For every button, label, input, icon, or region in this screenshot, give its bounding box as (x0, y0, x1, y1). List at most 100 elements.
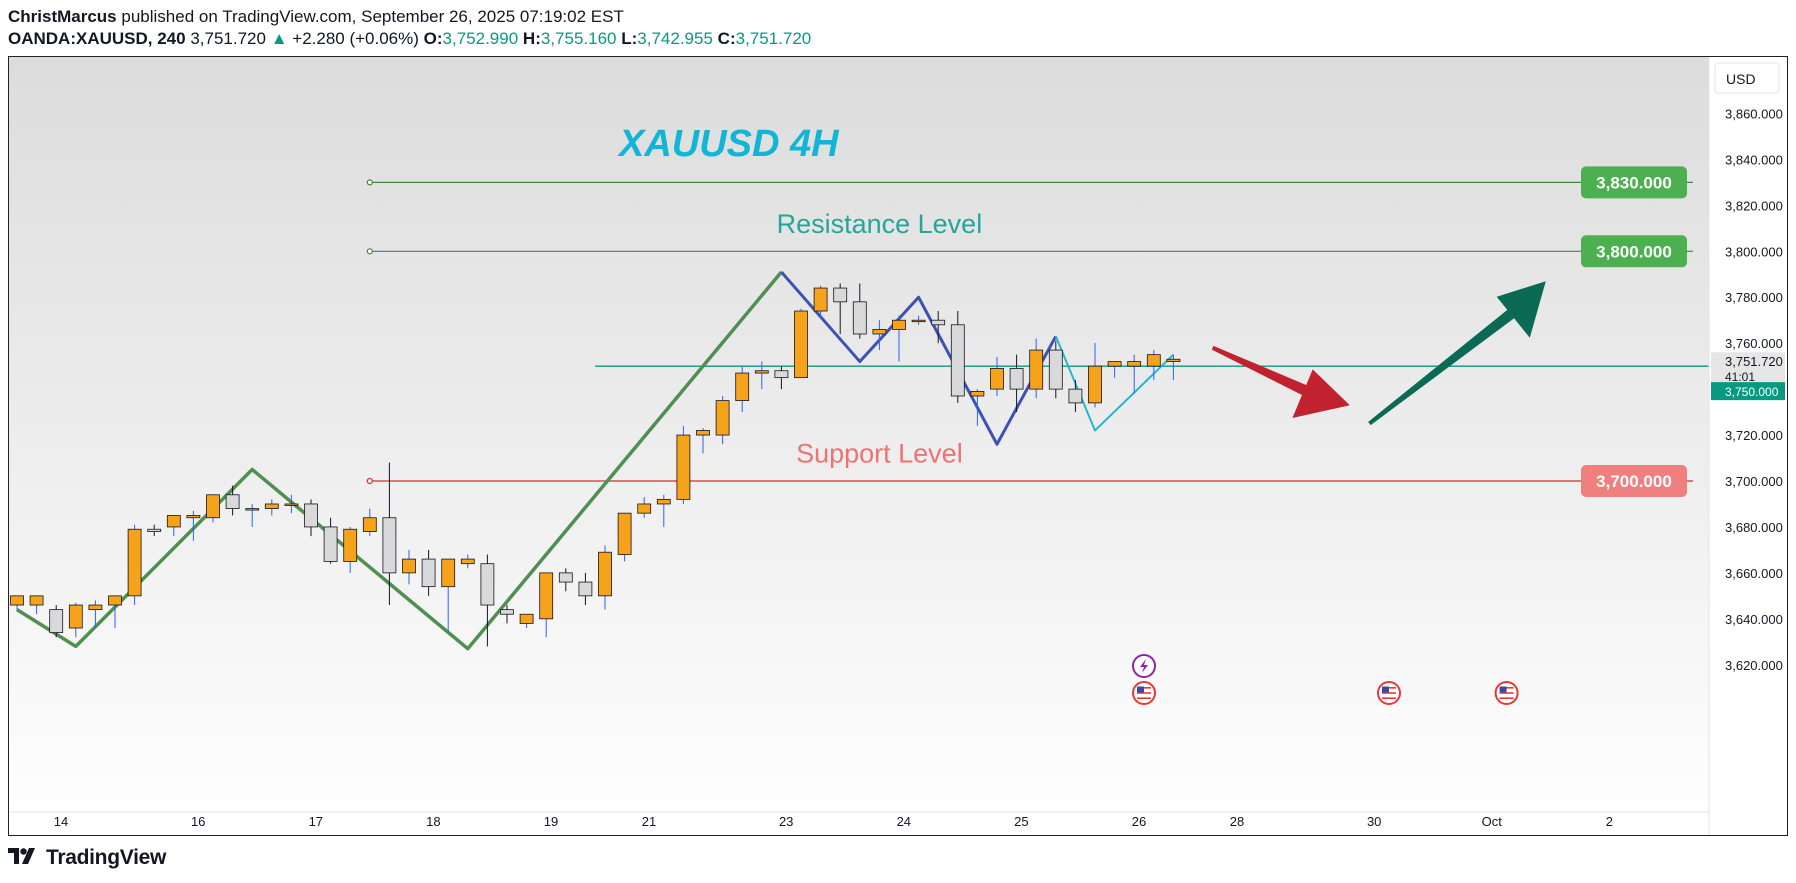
level-3800-anchor[interactable] (366, 248, 373, 255)
candle-body (735, 372, 750, 402)
y-tick-label: 3,800.000 (1725, 244, 1783, 259)
candle[interactable] (10, 595, 24, 610)
candle[interactable] (1107, 361, 1122, 378)
us-flag-icon[interactable] (1377, 681, 1401, 705)
candle[interactable] (1029, 338, 1044, 399)
candle[interactable] (362, 508, 377, 537)
y-tick-label: 3,720.000 (1725, 428, 1783, 443)
level-3830-anchor[interactable] (366, 179, 373, 186)
candle[interactable] (539, 572, 554, 638)
candle[interactable] (1068, 379, 1083, 413)
candle[interactable] (304, 499, 318, 537)
candle[interactable] (382, 462, 397, 606)
candle[interactable] (225, 485, 240, 516)
author-name[interactable]: ChristMarcus (8, 7, 117, 26)
candle[interactable] (617, 512, 632, 562)
cyan-pattern-zigzag[interactable] (1054, 335, 1175, 432)
green-line-price-label: 3,750.000 (1725, 385, 1779, 399)
candle-body (1048, 349, 1063, 390)
high-value: 3,755.160 (540, 29, 617, 48)
candle-body (480, 563, 495, 606)
candle[interactable] (441, 558, 456, 633)
x-tick-label: 16 (191, 814, 205, 829)
candle[interactable] (990, 356, 1004, 397)
candle[interactable] (852, 283, 867, 339)
currency-button[interactable]: USD (1714, 62, 1780, 94)
candle[interactable] (794, 308, 808, 379)
candle[interactable] (127, 524, 142, 606)
candle[interactable] (598, 545, 612, 610)
candle-body (656, 498, 671, 505)
candle[interactable] (578, 572, 593, 606)
candle[interactable] (970, 389, 985, 426)
candle[interactable] (676, 425, 691, 504)
candle[interactable] (872, 320, 887, 351)
level-3700-anchor[interactable] (366, 477, 373, 485)
candle[interactable] (1166, 354, 1181, 380)
candle[interactable] (774, 366, 789, 390)
candle[interactable] (558, 568, 573, 592)
candle-body (1009, 368, 1024, 390)
candle-body (1166, 358, 1181, 362)
candle[interactable] (147, 524, 162, 537)
us-flag-icon[interactable] (1132, 681, 1156, 705)
candle[interactable] (833, 283, 848, 334)
chart-frame[interactable]: 3,830.000 3,800.000 3,700.000 Resistance Le… (8, 56, 1788, 836)
level-3800-label: 3,800.000 (1596, 242, 1672, 261)
candle[interactable] (500, 605, 514, 624)
candle[interactable] (323, 517, 338, 564)
tradingview-footer: TradingView (8, 846, 166, 870)
candle[interactable] (186, 510, 201, 541)
candle[interactable] (166, 515, 181, 537)
y-tick-label: 3,700.000 (1725, 474, 1783, 489)
candle-body (1029, 349, 1044, 390)
candle[interactable] (284, 494, 299, 514)
open-value: 3,752.990 (442, 29, 519, 48)
candle[interactable] (1127, 354, 1142, 394)
candle[interactable] (460, 554, 475, 569)
price-chart[interactable]: 3,830.000 3,800.000 3,700.000 Resistance Le… (9, 57, 1787, 835)
candle[interactable] (696, 428, 710, 454)
candle[interactable] (402, 549, 416, 585)
candle[interactable] (480, 554, 495, 647)
candle[interactable] (245, 503, 260, 527)
candle[interactable] (49, 605, 64, 638)
chart-title: XAUUSD 4H (617, 123, 840, 165)
candle[interactable] (735, 366, 750, 413)
candle[interactable] (754, 361, 769, 390)
y-tick-label: 3,640.000 (1725, 612, 1783, 627)
candle[interactable] (892, 315, 906, 362)
flash-icon[interactable] (1132, 654, 1156, 678)
candle[interactable] (108, 595, 122, 629)
us-flag-icon[interactable] (1494, 681, 1519, 705)
candle[interactable] (1088, 343, 1102, 408)
candle-body (1127, 361, 1142, 367)
candle[interactable] (637, 497, 652, 518)
candle-body (715, 400, 730, 436)
candle[interactable] (29, 595, 44, 615)
down-arrow[interactable] (1211, 345, 1350, 418)
x-tick-label: Oct (1482, 814, 1503, 829)
candle[interactable] (68, 602, 83, 638)
candle[interactable] (206, 494, 220, 523)
candle[interactable] (813, 285, 828, 318)
open-label: O: (423, 29, 443, 48)
candle[interactable] (519, 613, 534, 629)
candle[interactable] (1146, 350, 1161, 380)
up-arrow[interactable] (1368, 281, 1546, 426)
candle[interactable] (1048, 340, 1063, 399)
candle-body (264, 503, 279, 509)
candle[interactable] (343, 526, 358, 573)
candle-body (186, 515, 201, 519)
candle[interactable] (715, 396, 730, 445)
candle[interactable] (950, 311, 965, 403)
candle[interactable] (264, 499, 279, 516)
symbol-label[interactable]: OANDA:XAUUSD, 240 (8, 29, 186, 48)
candle[interactable] (931, 311, 946, 344)
candle[interactable] (421, 549, 436, 596)
candle[interactable] (88, 600, 103, 629)
y-tick-label: 3,760.000 (1725, 336, 1783, 351)
candle[interactable] (1009, 354, 1024, 413)
candle[interactable] (911, 315, 926, 325)
candle[interactable] (656, 494, 671, 527)
